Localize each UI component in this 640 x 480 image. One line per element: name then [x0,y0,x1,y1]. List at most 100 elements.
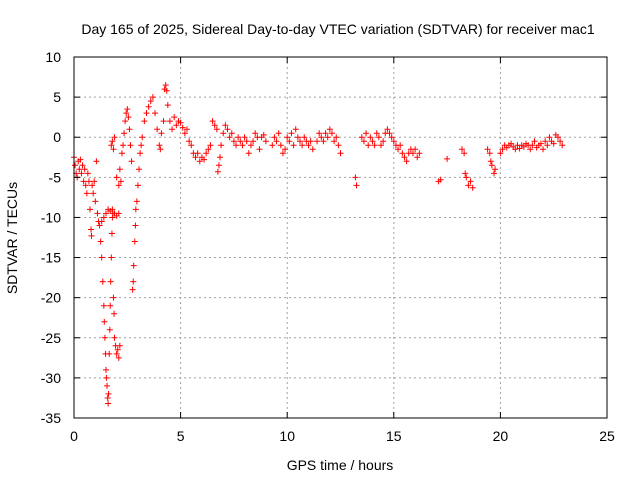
x-axis-label: GPS time / hours [287,457,394,473]
data-point [269,142,275,148]
data-point [138,142,144,148]
y-tick-label: -15 [41,250,61,266]
data-point [152,110,158,116]
sdtvar-chart: Day 165 of 2025, Sidereal Day-to-day VTE… [0,0,640,480]
data-point [165,102,171,108]
data-point [288,130,294,136]
y-tick-label: -5 [49,169,62,185]
data-point [127,142,133,148]
data-point [101,303,107,309]
data-point [114,174,120,180]
data-point [106,391,112,397]
data-point [92,198,98,204]
x-tick-label: 5 [177,428,185,444]
data-point [85,170,91,176]
data-point [540,146,546,152]
data-point [335,142,341,148]
data-point [110,295,116,301]
data-point [215,169,221,175]
data-point [492,166,498,172]
data-point [314,138,320,144]
data-point [101,319,107,325]
data-point [463,174,469,180]
data-point [276,130,282,136]
data-point [293,126,299,132]
plot-frame [74,57,607,418]
data-point [141,118,147,124]
data-point [157,146,163,152]
data-point [216,162,222,168]
data-point [120,142,126,148]
y-tick-label: -30 [41,370,61,386]
data-point [109,230,115,236]
data-point [130,279,136,285]
data-point [365,142,371,148]
y-tick-label: 5 [53,89,61,105]
y-tick-label: -10 [41,209,61,225]
grid-layer [74,57,607,418]
data-point [126,126,132,132]
data-point [338,150,344,156]
data-point [491,170,497,176]
data-point [143,110,149,116]
data-point [131,263,137,269]
data-point [163,82,169,88]
data-point [94,210,100,216]
data-point [246,150,252,156]
data-point [86,178,92,184]
x-tick-label: 0 [70,428,78,444]
data-point [135,182,141,188]
data-point [119,150,125,156]
data-point [102,335,108,341]
y-tick-label: 10 [45,49,61,65]
data-point [87,206,93,212]
data-point [129,158,135,164]
data-point [171,114,177,120]
data-point [103,367,109,373]
data-point [220,130,226,136]
data-point [489,162,495,168]
data-point [105,395,111,401]
data-point [107,327,113,333]
data-point [130,287,136,293]
data-point [124,106,130,112]
chart-title: Day 165 of 2025, Sidereal Day-to-day VTE… [81,21,594,37]
data-point [132,222,138,228]
data-point [146,104,152,110]
data-point [352,174,358,180]
data-point [90,190,96,196]
data-point [488,158,494,164]
data-point [100,279,106,285]
data-point [133,206,139,212]
data-point [353,182,359,188]
data-point [104,383,110,389]
data-point [122,118,128,124]
data-point [462,170,468,176]
data-point [88,226,94,232]
data-point [444,156,450,162]
data-point [72,162,78,168]
data-point [310,146,316,152]
data-point [117,166,123,172]
data-point [161,118,167,124]
data-point [105,401,111,407]
y-tick-label: -35 [41,410,61,426]
data-point [112,335,118,341]
data-point [169,126,175,132]
data-point [167,118,173,124]
y-tick-label: -25 [41,330,61,346]
data-point [99,255,105,261]
data-point [154,126,160,132]
x-tick-label: 15 [386,428,402,444]
data-point [256,146,262,152]
data-point [103,375,109,381]
x-tick-label: 25 [599,428,615,444]
data-points [71,82,565,406]
data-point [84,190,90,196]
data-point [137,150,143,156]
data-point [98,239,104,245]
data-point [158,130,164,136]
data-point [108,279,114,285]
data-point [363,130,369,136]
data-point [156,142,162,148]
